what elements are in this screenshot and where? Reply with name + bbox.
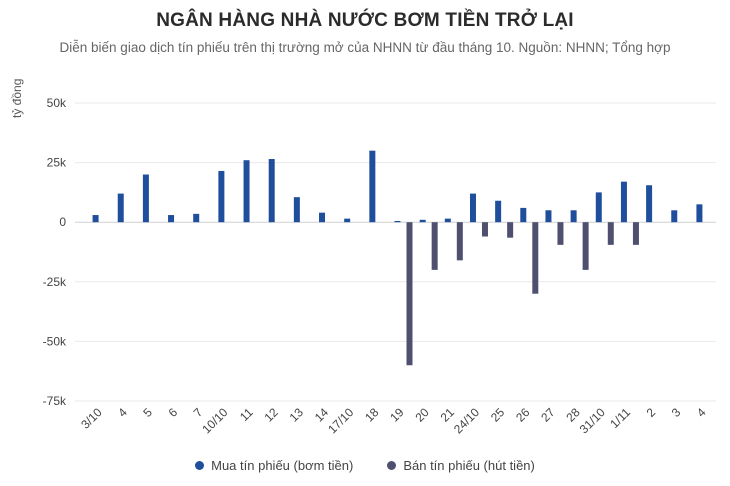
bar-buy [117, 193, 124, 223]
legend-label-sell: Bán tín phiếu (hút tiền) [403, 458, 535, 473]
bar-buy [168, 215, 175, 223]
x-tick-label: 6 [166, 405, 181, 420]
x-tick-label: 27 [538, 405, 558, 425]
x-tick-label: 2 [644, 405, 659, 420]
bar-buy [394, 221, 401, 223]
x-tick-label: 19 [387, 405, 407, 425]
x-tick-label: 5 [140, 405, 155, 420]
y-tick-label: -50k [43, 334, 67, 348]
bar-sell [532, 222, 539, 294]
bar-buy [696, 204, 703, 223]
legend-swatch-buy [195, 461, 205, 470]
bar-sell [607, 222, 614, 245]
bar-buy [319, 212, 326, 223]
legend-swatch-sell [387, 461, 397, 470]
bar-buy [545, 210, 552, 223]
x-tick-label: 4 [115, 405, 130, 420]
x-tick-label: 28 [563, 405, 583, 425]
bar-buy [193, 213, 200, 223]
bar-buy [92, 215, 99, 223]
bar-buy [344, 218, 351, 223]
bar-buy [293, 197, 300, 223]
x-tick-label: 24/10 [451, 405, 482, 436]
bar-buy [595, 192, 602, 223]
bars [92, 150, 703, 366]
bar-buy [620, 181, 627, 223]
bar-sell [406, 222, 413, 366]
bar-buy [142, 174, 149, 223]
bar-buy [469, 193, 476, 223]
bar-buy [444, 218, 451, 223]
x-tick-label: 10/10 [199, 405, 230, 436]
bar-buy [570, 210, 577, 223]
bar-sell [481, 222, 488, 237]
bar-buy [671, 210, 678, 223]
bar-buy [419, 219, 426, 223]
bar-sell [507, 222, 514, 238]
bar-buy [243, 160, 250, 223]
x-tick-label: 12 [261, 405, 281, 425]
bar-sell [632, 222, 639, 245]
x-tick-label: 20 [412, 405, 432, 425]
chart-subtitle: Diễn biến giao dịch tín phiếu trên thị t… [59, 40, 671, 55]
x-tick-label: 21 [438, 405, 458, 425]
x-tick-label: 31/10 [577, 405, 608, 436]
bar-buy [218, 170, 225, 223]
y-tick-label: 25k [47, 156, 67, 170]
x-tick-label: 7 [191, 405, 206, 420]
bar-sell [557, 222, 564, 245]
legend-item-buy: Mua tín phiếu (bơm tiền) [195, 458, 353, 473]
legend: Mua tín phiếu (bơm tiền) Bán tín phiếu (… [0, 458, 730, 473]
x-tick-label: 1/11 [607, 405, 633, 431]
bar-sell [431, 222, 438, 270]
y-tick-label: 0 [59, 215, 66, 229]
x-tick-label: 13 [287, 405, 307, 425]
legend-label-buy: Mua tín phiếu (bơm tiền) [211, 458, 354, 473]
bar-buy [646, 185, 653, 223]
x-tick-label: 18 [362, 405, 382, 425]
x-tick-label: 3 [669, 405, 684, 420]
bar-buy [495, 200, 502, 223]
chart-title: NGÂN HÀNG NHÀ NƯỚC BƠM TIỀN TRỞ LẠI [156, 10, 574, 31]
bar-buy [520, 207, 527, 223]
y-tick-label: -25k [43, 275, 67, 289]
bar-sell [582, 222, 589, 270]
x-tick-label: 4 [694, 405, 709, 420]
y-axis-ticks: 50k 25k 0 -25k -50k -75k [43, 96, 67, 408]
x-tick-label: 11 [237, 405, 256, 424]
x-tick-label: 26 [513, 405, 533, 425]
bar-buy [268, 159, 275, 223]
bar-buy [369, 150, 376, 223]
bar-sell [456, 222, 463, 261]
gridlines [75, 102, 716, 402]
x-tick-label: 14 [312, 405, 332, 425]
y-tick-label: 50k [47, 96, 67, 110]
legend-item-sell: Bán tín phiếu (hút tiền) [387, 458, 535, 473]
x-tick-label: 3/10 [78, 405, 105, 432]
x-tick-label: 17/10 [325, 405, 356, 436]
x-tick-label: 25 [488, 405, 508, 425]
y-tick-label: -75k [43, 394, 67, 408]
